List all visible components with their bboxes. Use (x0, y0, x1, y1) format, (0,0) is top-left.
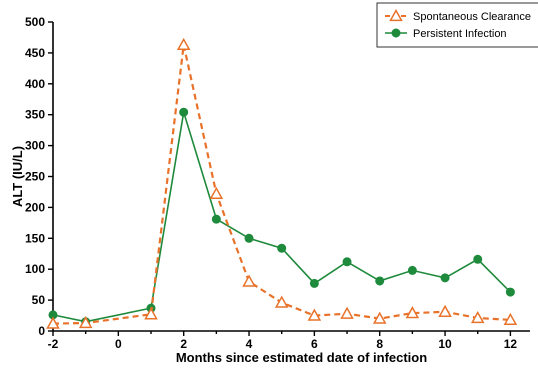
data-point (274, 295, 289, 308)
data-point (307, 308, 322, 321)
data-point (407, 265, 417, 275)
y-tick-label: 400 (25, 77, 45, 91)
data-point (342, 257, 352, 267)
data-point (505, 287, 515, 297)
x-tick-label: 8 (376, 337, 383, 351)
series-persistent-infection (48, 107, 515, 327)
data-point (470, 310, 485, 324)
data-point (179, 107, 189, 117)
x-tick-label: 4 (246, 337, 253, 351)
data-point (78, 315, 93, 329)
x-tick-label: 0 (115, 337, 122, 351)
legend-item: Spontaneous Clearance (385, 8, 531, 23)
series-line (52, 111, 511, 323)
x-axis-ticks: -2 0 2 4 6 8 10 12 (48, 331, 518, 351)
series-layer (46, 37, 518, 329)
data-point (244, 233, 254, 243)
legend-box (376, 2, 538, 48)
legend-items: Spontaneous Clearance Persistent Infectio… (385, 8, 531, 40)
x-tick-label: 12 (504, 337, 518, 351)
data-point (372, 311, 387, 324)
y-tick-label: 200 (25, 200, 45, 214)
y-tick-label: 100 (25, 262, 45, 276)
y-tick-label: 150 (25, 231, 45, 245)
legend: Spontaneous Clearance Persistent Infectio… (376, 2, 538, 48)
data-point (340, 306, 354, 319)
legend-item: Persistent Infection (385, 28, 507, 40)
series-line (52, 44, 511, 325)
data-point (277, 243, 287, 253)
y-tick-label: 0 (38, 324, 45, 338)
legend-label: Spontaneous Clearance (413, 11, 531, 23)
data-point (503, 312, 518, 326)
data-point (209, 186, 224, 199)
y-axis-title: ALT (IU/L) (10, 146, 25, 207)
data-point (211, 214, 221, 224)
legend-marker (391, 28, 401, 38)
x-tick-label: 10 (438, 337, 452, 351)
series-spontaneous-clearance (46, 37, 518, 329)
data-point (309, 278, 319, 288)
y-tick-label: 500 (25, 15, 45, 29)
data-point (176, 37, 191, 51)
y-axis-ticks: 0 50 100 150 200 250 300 350 400 450 500 (25, 15, 53, 338)
data-point (438, 304, 452, 317)
data-point (144, 307, 158, 320)
y-tick-label: 50 (32, 293, 46, 307)
data-point (473, 254, 483, 264)
x-tick-label: 2 (180, 337, 187, 351)
data-point (46, 316, 60, 329)
y-tick-label: 450 (25, 46, 45, 60)
y-tick-label: 350 (25, 108, 45, 122)
data-point (242, 274, 256, 287)
legend-marker (389, 8, 403, 22)
y-tick-label: 300 (25, 139, 45, 153)
data-point (440, 273, 450, 283)
data-point (405, 306, 420, 319)
y-tick-label: 250 (25, 170, 45, 184)
data-point (375, 276, 385, 286)
x-tick-label: 6 (311, 337, 318, 351)
legend-label: Persistent Infection (413, 28, 507, 40)
x-tick-label: -2 (48, 337, 59, 351)
x-axis-title: Months since estimated date of infection (176, 350, 427, 365)
